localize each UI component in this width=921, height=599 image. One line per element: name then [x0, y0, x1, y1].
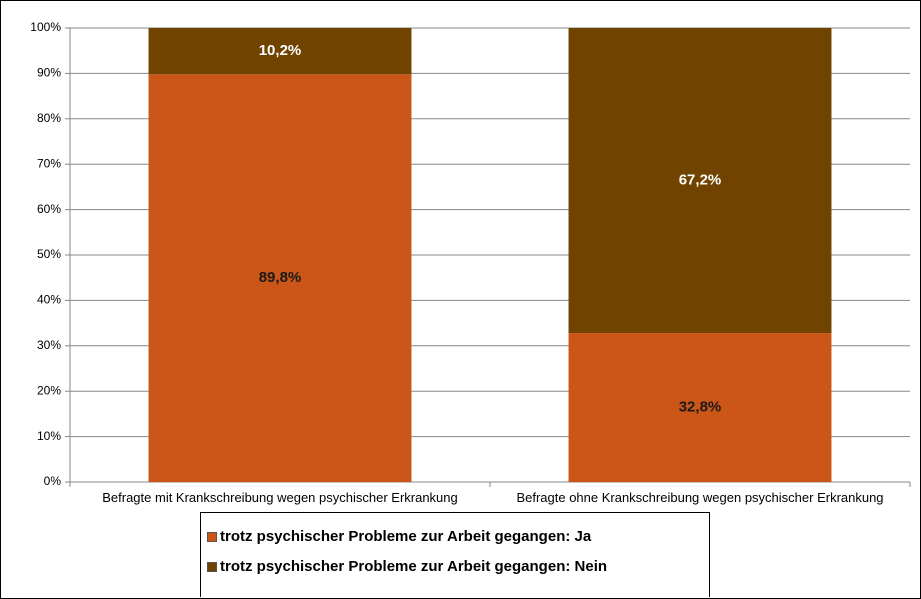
y-tick-label: 100%: [30, 20, 61, 34]
y-tick-label: 10%: [37, 429, 61, 443]
y-tick-label: 40%: [37, 293, 61, 307]
legend: trotz psychischer Probleme zur Arbeit ge…: [200, 512, 710, 597]
legend-swatch: [207, 531, 217, 542]
data-label: 10,2%: [259, 42, 302, 59]
y-tick-label: 70%: [37, 156, 61, 170]
y-tick-label: 60%: [37, 202, 61, 216]
legend-entry: trotz psychischer Probleme zur Arbeit ge…: [201, 523, 709, 550]
bar-segment: [568, 333, 832, 482]
data-label: 67,2%: [679, 172, 722, 189]
y-tick-label: 90%: [37, 66, 61, 80]
x-tick-label: Befragte ohne Krankschreibung wegen psyc…: [516, 490, 884, 505]
legend-swatch: [207, 561, 217, 572]
bar-segment: [568, 28, 832, 334]
legend-entry: trotz psychischer Probleme zur Arbeit ge…: [201, 553, 709, 580]
bar-segment: [148, 28, 412, 75]
y-tick-label: 50%: [37, 247, 61, 261]
legend-label: trotz psychischer Probleme zur Arbeit ge…: [220, 528, 592, 545]
y-tick-label: 20%: [37, 383, 61, 397]
y-tick-label: 0%: [44, 474, 62, 488]
bar-segment: [148, 74, 412, 483]
data-label: 32,8%: [679, 399, 722, 416]
x-tick-label: Befragte mit Krankschreibung wegen psych…: [102, 490, 458, 505]
y-tick-label: 30%: [37, 338, 61, 352]
data-label: 89,8%: [259, 269, 302, 286]
legend-label: trotz psychischer Probleme zur Arbeit ge…: [220, 558, 608, 575]
y-tick-label: 80%: [37, 111, 61, 125]
